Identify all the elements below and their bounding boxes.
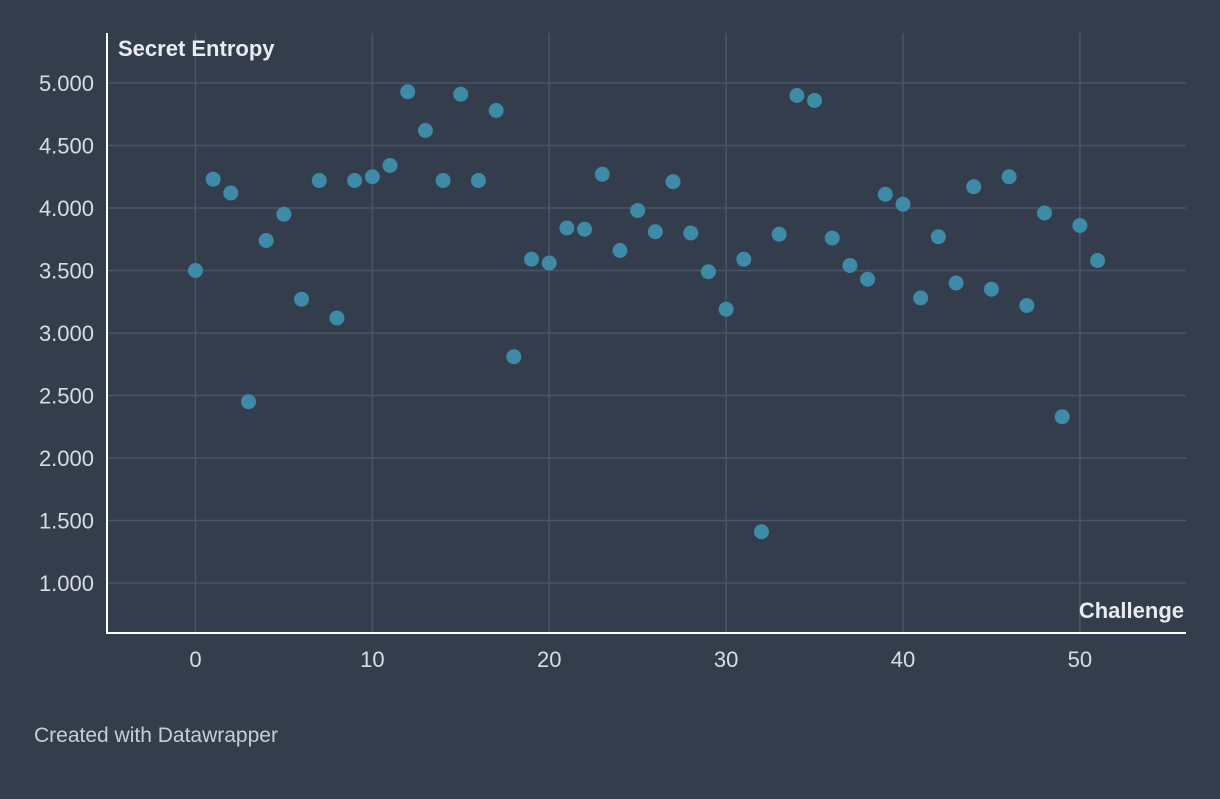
data-point: [718, 301, 734, 317]
grid-layer: [107, 33, 1186, 633]
data-point: [930, 229, 946, 245]
data-point: [771, 226, 787, 242]
x-tick-label: 50: [1068, 647, 1092, 672]
data-point: [453, 86, 469, 102]
data-point: [913, 290, 929, 306]
data-point: [665, 174, 681, 190]
data-point: [400, 84, 416, 100]
data-point: [594, 166, 610, 182]
data-point: [842, 258, 858, 273]
data-point: [364, 169, 380, 185]
data-point: [506, 349, 522, 365]
data-point: [630, 203, 646, 218]
y-axis-label: Secret Entropy: [118, 36, 275, 61]
data-point: [276, 206, 292, 222]
y-tick-label: 5.000: [39, 71, 94, 96]
data-point: [435, 173, 451, 188]
data-point: [948, 275, 964, 291]
data-point: [895, 196, 911, 212]
y-tick-label: 2.500: [39, 384, 94, 409]
x-tick-label: 10: [360, 647, 384, 672]
data-point: [311, 173, 327, 188]
data-point: [1036, 205, 1052, 221]
data-point: [1019, 298, 1035, 313]
x-tick-label: 20: [537, 647, 561, 672]
data-point: [347, 173, 363, 188]
x-tick-label: 40: [891, 647, 915, 672]
data-point: [789, 88, 805, 103]
data-point: [877, 186, 893, 202]
footer-credit: Created with Datawrapper: [34, 724, 278, 747]
data-point: [541, 255, 557, 271]
data-point: [470, 173, 486, 188]
data-point: [1001, 169, 1017, 185]
data-point: [488, 103, 504, 118]
data-point: [753, 524, 769, 540]
y-tick-label: 2.000: [39, 446, 94, 471]
data-point: [382, 158, 398, 173]
data-point: [683, 225, 699, 241]
data-point: [1090, 253, 1106, 268]
data-point: [187, 263, 203, 278]
data-point: [983, 281, 999, 297]
data-point: [1054, 409, 1070, 425]
y-tick-label: 1.000: [39, 571, 94, 596]
data-point: [612, 243, 628, 258]
data-point: [241, 394, 257, 410]
y-tick-label: 4.500: [39, 134, 94, 159]
data-point: [824, 230, 840, 246]
data-point: [223, 185, 239, 201]
data-point: [700, 264, 716, 280]
data-point: [329, 310, 345, 326]
data-point: [1072, 218, 1088, 233]
x-tick-label: 30: [714, 647, 738, 672]
y-tick-label: 1.500: [39, 509, 94, 534]
data-point: [577, 221, 593, 237]
data-point: [524, 251, 540, 267]
data-point: [205, 171, 221, 187]
data-point: [258, 233, 274, 248]
x-axis-label: Challenge: [1079, 598, 1184, 623]
data-point: [294, 291, 310, 307]
axis-layer: [106, 33, 1186, 634]
data-point: [417, 123, 433, 138]
data-point: [647, 224, 663, 240]
data-point: [807, 93, 823, 108]
label-layer: 1.000 1.500 2.000 2.500 3.000 3.500 4.000 4.500…: [39, 36, 1184, 672]
data-point: [860, 271, 876, 287]
data-point: [559, 220, 575, 236]
y-tick-label: 4.000: [39, 196, 94, 221]
x-tick-label: 0: [189, 647, 201, 672]
data-point: [736, 251, 752, 267]
data-point: [966, 179, 982, 195]
y-tick-label: 3.500: [39, 259, 94, 284]
y-tick-label: 3.000: [39, 321, 94, 346]
point-layer: [187, 84, 1106, 540]
